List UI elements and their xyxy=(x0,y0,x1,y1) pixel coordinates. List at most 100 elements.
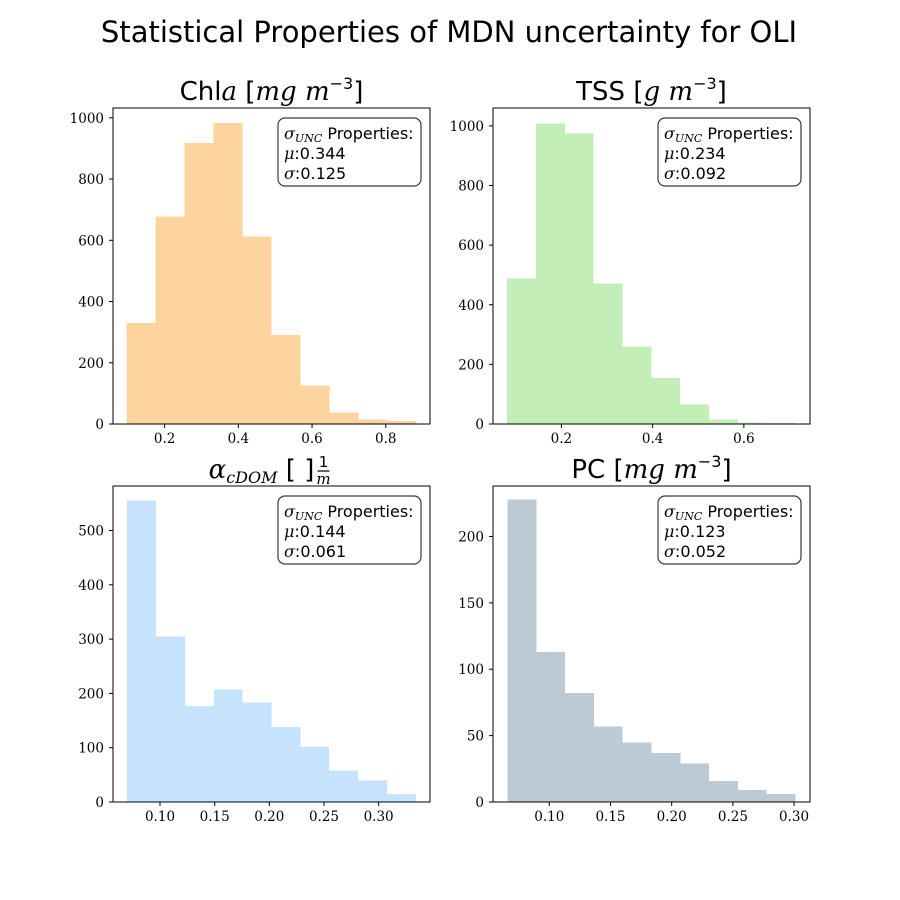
histogram-bar xyxy=(622,742,652,802)
x-tick-label: 0.25 xyxy=(718,809,748,825)
y-tick-label: 0 xyxy=(95,795,104,811)
stats-std: σ:0.092 xyxy=(664,164,726,183)
x-tick-label: 0.6 xyxy=(301,431,322,447)
histogram-bar xyxy=(536,651,566,802)
axes-frame xyxy=(492,485,811,803)
histogram-bar xyxy=(329,412,359,424)
histogram-bar xyxy=(386,793,416,802)
axes-frame xyxy=(112,485,431,803)
histogram-bar xyxy=(680,404,709,424)
figure-title: Statistical Properties of MDN uncertaint… xyxy=(101,15,797,49)
x-tick-label: 0.6 xyxy=(733,431,754,447)
stats-heading: σUNC Properties: xyxy=(664,502,794,523)
y-tick-label: 0 xyxy=(475,417,484,433)
histogram-bar xyxy=(242,702,272,802)
histogram-bar xyxy=(271,335,301,424)
stats-std: σ:0.052 xyxy=(664,542,726,561)
histogram-bar xyxy=(593,726,623,802)
y-tick-label: 600 xyxy=(78,233,104,249)
y-tick-label: 200 xyxy=(458,357,484,373)
y-tick-label: 400 xyxy=(78,578,104,594)
stats-std: σ:0.125 xyxy=(284,164,346,183)
histogram-bar xyxy=(184,143,214,424)
y-tick-label: 200 xyxy=(78,686,104,702)
stats-std: σ:0.061 xyxy=(284,542,346,561)
y-tick-label: 50 xyxy=(467,729,484,745)
stats-heading: σUNC Properties: xyxy=(284,124,414,145)
panel-title: TSS [g m−3] xyxy=(575,74,727,107)
histogram-bar xyxy=(213,689,243,802)
x-tick-label: 0.10 xyxy=(145,809,175,825)
y-tick-label: 300 xyxy=(78,632,104,648)
panel-title: Chla [mg m−3] xyxy=(180,74,364,107)
y-tick-label: 200 xyxy=(458,529,484,545)
histogram-bar xyxy=(126,322,156,424)
legend-frame xyxy=(657,495,802,565)
panel-top-right: 0.2 0.4 0.6 0 200 400 600 800 1000 TSS [g m−3] σUN… xyxy=(450,74,811,447)
stats-mean: μ:0.144 xyxy=(284,522,346,541)
histogram-bar xyxy=(593,283,623,424)
histogram-bar xyxy=(622,346,652,424)
x-tick-label: 0.4 xyxy=(642,431,663,447)
x-tick-label: 0.20 xyxy=(657,809,687,825)
y-tick-label: 400 xyxy=(78,295,104,311)
y-tick-label: 0 xyxy=(475,795,484,811)
axes-frame xyxy=(492,107,811,425)
x-tick-label: 0.2 xyxy=(551,431,572,447)
histogram-bar xyxy=(737,422,767,424)
histogram-bar xyxy=(651,377,681,424)
x-tick-label: 0.4 xyxy=(228,431,249,447)
y-tick-label: 100 xyxy=(78,741,104,757)
histogram-bar xyxy=(155,216,185,424)
histogram-bar xyxy=(737,790,767,802)
legend-frame xyxy=(277,117,422,187)
y-tick-label: 400 xyxy=(458,298,484,314)
histogram-bar xyxy=(156,636,185,802)
panel-title: PC [mg m−3] xyxy=(571,452,731,485)
histogram-bar xyxy=(329,770,359,802)
y-tick-label: 600 xyxy=(458,238,484,254)
histogram-bar xyxy=(651,752,681,802)
histogram-bar xyxy=(184,705,214,802)
x-tick-label: 0.30 xyxy=(779,809,809,825)
panel-title: αcDOM [ ] xyxy=(209,455,315,487)
panel-top-left: 0.2 0.4 0.6 0.8 0 200 400 600 800 1000 Chla [mg m−… xyxy=(70,74,431,447)
histogram-bar xyxy=(709,780,738,802)
histogram-bar xyxy=(507,499,537,802)
x-tick-label: 0.20 xyxy=(254,809,284,825)
histogram-bar xyxy=(242,236,272,424)
x-tick-label: 0.15 xyxy=(595,809,625,825)
legend-frame xyxy=(277,495,422,565)
x-tick-label: 0.25 xyxy=(309,809,339,825)
legend-frame xyxy=(657,117,802,187)
histogram-bar xyxy=(507,278,536,424)
histogram-bar xyxy=(680,763,710,802)
histogram-bar xyxy=(708,419,738,424)
y-tick-label: 1000 xyxy=(450,119,484,135)
histogram-bar xyxy=(535,123,565,424)
axes-frame xyxy=(112,107,431,425)
y-tick-label: 1000 xyxy=(70,111,104,127)
title-fraction-numerator: 1 xyxy=(319,453,329,471)
stats-heading: σUNC Properties: xyxy=(664,124,794,145)
histogram-bar xyxy=(387,420,417,424)
histogram-bar xyxy=(358,419,388,424)
y-tick-label: 200 xyxy=(78,356,104,372)
stats-mean: μ:0.234 xyxy=(664,144,726,163)
x-tick-label: 0.15 xyxy=(200,809,230,825)
histogram-bar xyxy=(127,500,157,802)
y-tick-label: 500 xyxy=(78,524,104,540)
histogram-bar xyxy=(565,693,594,802)
y-tick-label: 800 xyxy=(458,179,484,195)
histogram-bar xyxy=(564,133,594,424)
histogram-bar xyxy=(358,780,387,802)
y-tick-label: 150 xyxy=(458,596,484,612)
stats-heading: σUNC Properties: xyxy=(284,502,414,523)
y-tick-label: 800 xyxy=(78,172,104,188)
x-tick-label: 0.8 xyxy=(375,431,396,447)
